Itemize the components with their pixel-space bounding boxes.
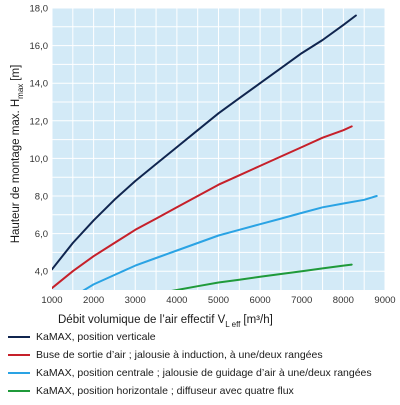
series-lines xyxy=(52,14,378,290)
legend-label: Buse de sortie d’air ; jalousie à induct… xyxy=(36,349,323,361)
legend-swatch xyxy=(8,354,30,356)
legend-item: KaMAX, position horizontale ; diffuseur … xyxy=(8,382,400,400)
x-tick-label: 4000 xyxy=(166,295,187,306)
x-tick-label: 7000 xyxy=(291,295,312,306)
x-axis-label: Débit volumique de l’air effectif VL eff… xyxy=(58,314,273,329)
x-axis-label-unit: [m³/h] xyxy=(243,314,272,326)
y-tick-label: 10,0 xyxy=(30,154,49,165)
x-tick-label: 1000 xyxy=(41,295,62,306)
y-tick-label: 18,0 xyxy=(30,4,49,15)
legend-item: KaMAX, position verticale xyxy=(8,328,400,346)
chart: 1000 2000 3000 4000 5000 6000 7000 8000 9000 4,0 6… xyxy=(10,4,396,330)
legend-label: KaMAX, position horizontale ; diffuseur … xyxy=(36,385,294,397)
x-tick-label: 2000 xyxy=(83,295,104,306)
y-tick-label: 16,0 xyxy=(30,41,49,52)
series-line-2 xyxy=(52,125,353,290)
legend-item: Buse de sortie d’air ; jalousie à induct… xyxy=(8,346,400,364)
legend-label: KaMAX, position verticale xyxy=(36,331,156,343)
x-axis-label-sub: L eff xyxy=(225,320,241,329)
legend-swatch xyxy=(8,336,30,338)
y-tick-label: 14,0 xyxy=(30,79,49,90)
x-tick-label: 3000 xyxy=(125,295,146,306)
legend-swatch xyxy=(8,372,30,374)
series-line-4 xyxy=(171,263,353,290)
legend-label: KaMAX, position centrale ; jalousie de g… xyxy=(36,367,372,379)
y-axis-label: Hauteur de montage max. Hmax [m] xyxy=(10,65,25,244)
x-tick-label: 8000 xyxy=(333,295,354,306)
x-tick-label: 6000 xyxy=(250,295,271,306)
legend-swatch xyxy=(8,390,30,392)
x-tick-label: 5000 xyxy=(208,295,229,306)
y-tick-label: 4,0 xyxy=(35,267,48,278)
x-axis-label-main: Débit volumique de l’air effectif V xyxy=(58,314,226,326)
legend: KaMAX, position verticale Buse de sortie… xyxy=(8,328,400,400)
series-line-3 xyxy=(82,195,378,290)
y-axis-label-main: Hauteur de montage max. H xyxy=(10,99,22,243)
y-tick-label: 8,0 xyxy=(35,192,48,203)
legend-item: KaMAX, position centrale ; jalousie de g… xyxy=(8,364,400,382)
grid xyxy=(51,7,386,290)
y-tick-label: 6,0 xyxy=(35,229,48,240)
tick-labels: 1000 2000 3000 4000 5000 6000 7000 8000 9000 4,0 6… xyxy=(30,4,396,307)
y-axis-label-sub: max xyxy=(16,84,25,99)
y-axis-label-unit: [m] xyxy=(10,65,22,81)
x-tick-label: 9000 xyxy=(374,295,395,306)
series-line-1 xyxy=(52,14,357,271)
y-tick-label: 12,0 xyxy=(30,116,49,127)
